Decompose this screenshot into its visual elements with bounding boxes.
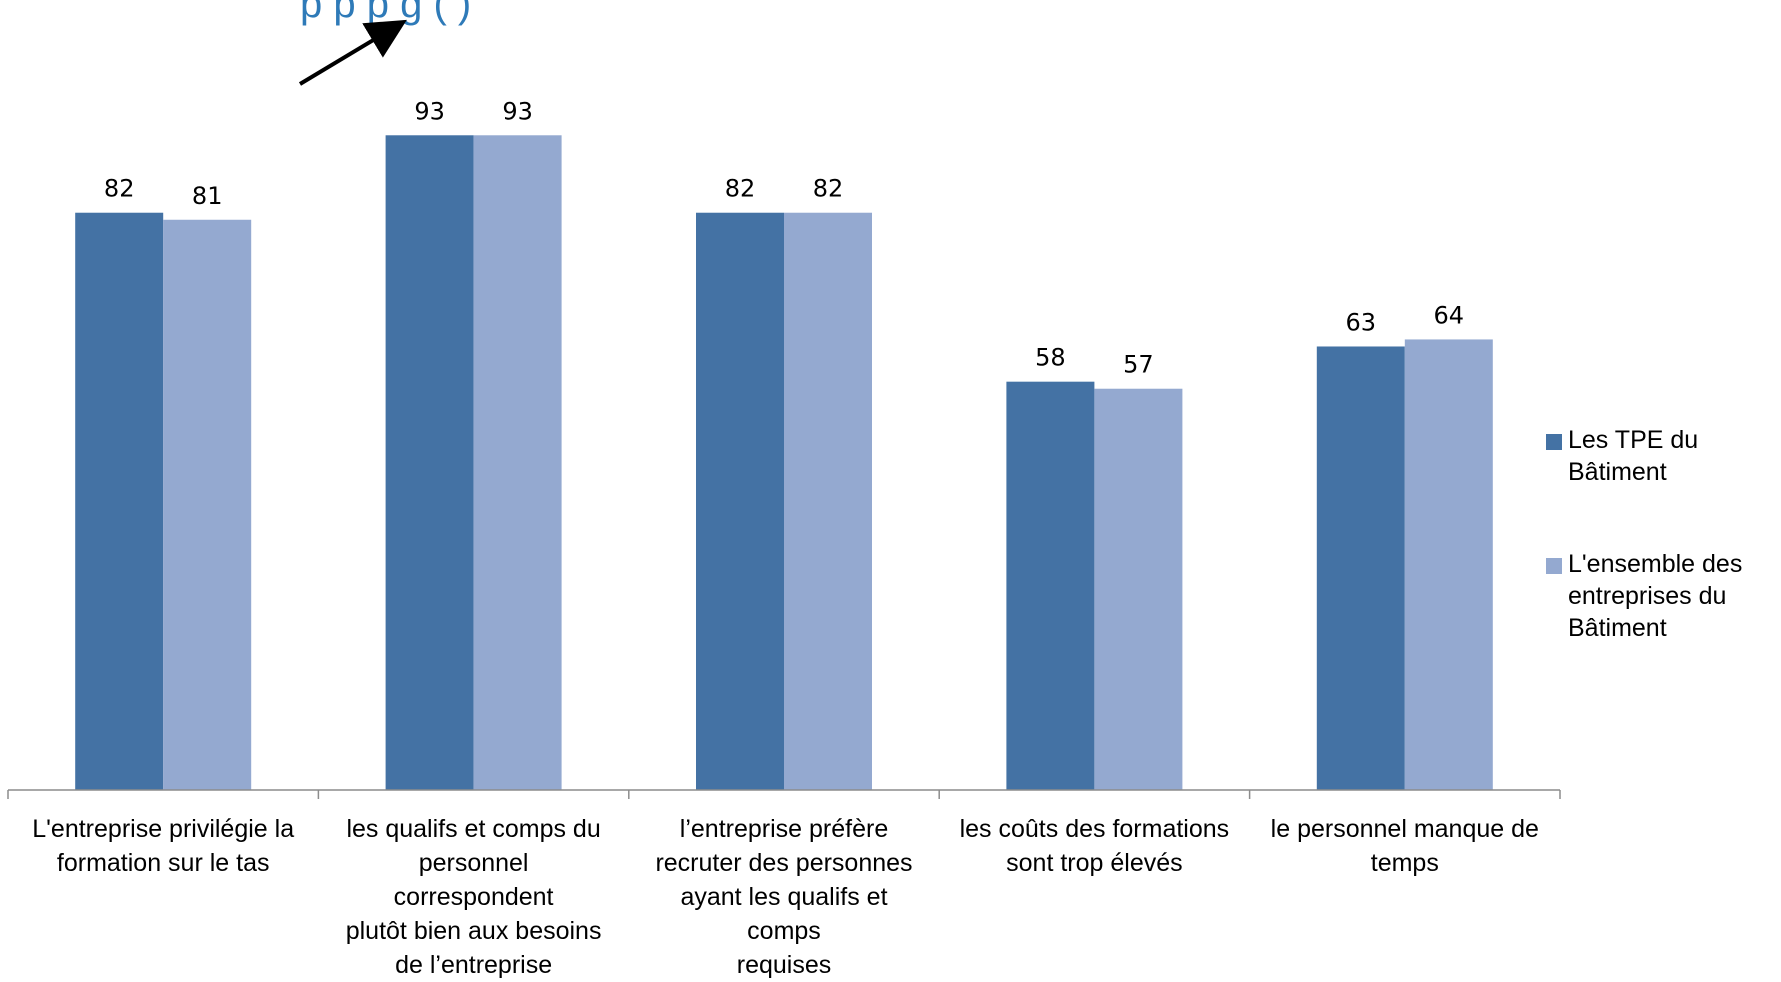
data-label: 81	[192, 182, 223, 210]
bar-ensemble	[1404, 339, 1493, 790]
data-label: 93	[502, 97, 533, 125]
legend-swatch-ensemble	[1546, 558, 1562, 574]
x-axis	[7, 789, 1561, 799]
category-label-line: temps	[1370, 849, 1439, 877]
legend-line: entreprises du	[1568, 582, 1727, 610]
annotation-arrow	[298, 19, 407, 86]
bar-ensemble	[473, 135, 562, 790]
legend-label-ensemble: L'ensemble des entreprises du Bâtiment	[1568, 548, 1781, 644]
data-label: 93	[414, 97, 445, 125]
arrow-line	[298, 19, 407, 86]
category-label-line: de l’entreprise	[395, 951, 553, 979]
bar-tpe	[1006, 381, 1095, 790]
category-label-line: plutôt bien aux besoins	[345, 917, 602, 945]
category-label-line: sont trop élevés	[1006, 849, 1183, 877]
category-label: les qualifs et comps du personnel corresp…	[338, 812, 610, 982]
bar-tpe	[1316, 346, 1405, 790]
legend: Les TPE du Bâtiment L'ensemble des entre…	[1546, 424, 1781, 704]
category-label-line: recruter des personnes	[655, 849, 913, 877]
category-label: l’entreprise préfère recruter des personn…	[648, 812, 920, 982]
data-label: 57	[1123, 351, 1154, 379]
data-label: 82	[104, 175, 135, 203]
data-label: 64	[1434, 301, 1465, 329]
category-label-line: le personnel manque de	[1270, 815, 1539, 843]
data-label: 82	[725, 175, 756, 203]
category-label-line: personnel correspondent	[393, 849, 554, 911]
category-label-line: formation sur le tas	[56, 849, 270, 877]
data-label: 82	[813, 175, 844, 203]
category-label-line: requises	[736, 951, 832, 979]
value-labels-group: 82 81 93 93 82 82 58 57 63 64	[104, 97, 1464, 378]
category-label: L'entreprise privilégie la formation sur …	[27, 812, 299, 880]
legend-line: Bâtiment	[1568, 458, 1667, 486]
category-label: le personnel manque de temps	[1269, 812, 1541, 880]
legend-line: Bâtiment	[1568, 614, 1667, 642]
bar-ensemble	[784, 212, 872, 791]
data-label: 58	[1035, 344, 1066, 372]
category-label-line: L'entreprise privilégie la	[32, 815, 295, 843]
bar-tpe	[75, 212, 164, 791]
bar-chart: 82 81 93 93 82 82 58 57 63 64	[7, 19, 1561, 799]
data-label: 63	[1346, 308, 1377, 336]
legend-line: Les TPE du	[1568, 426, 1699, 454]
legend-line: L'ensemble des	[1568, 550, 1743, 578]
category-label-line: les qualifs et comps du	[346, 815, 601, 843]
category-label-line: l’entreprise préfère	[679, 815, 889, 843]
category-label-line: les coûts des formations	[959, 815, 1230, 843]
category-label-line: ayant les qualifs et comps	[680, 883, 888, 945]
legend-item-ensemble: L'ensemble des entreprises du Bâtiment	[1546, 548, 1781, 644]
bar-tpe	[385, 135, 474, 790]
bar-tpe	[696, 212, 784, 791]
legend-item-tpe: Les TPE du Bâtiment	[1546, 424, 1781, 488]
legend-label-tpe: Les TPE du Bâtiment	[1568, 424, 1781, 488]
category-label: les coûts des formations sont trop élevés	[958, 812, 1230, 880]
legend-swatch-tpe	[1546, 434, 1562, 450]
bar-ensemble	[1094, 388, 1183, 790]
bars-group	[75, 135, 1493, 791]
bar-ensemble	[163, 219, 252, 790]
